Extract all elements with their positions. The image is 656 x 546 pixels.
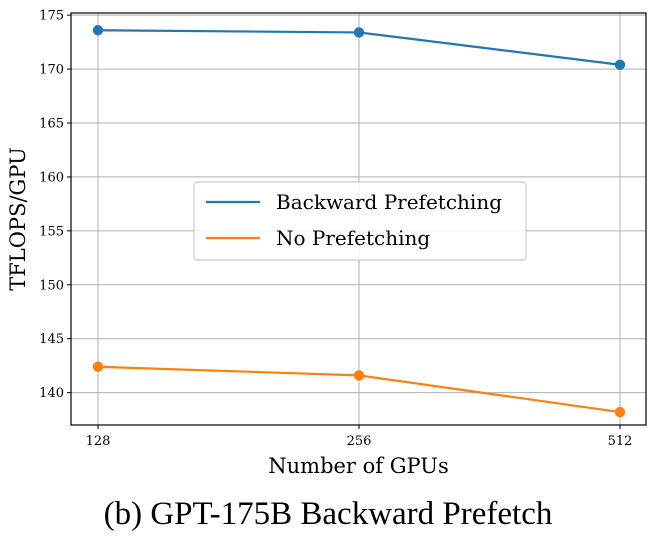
- y-tick-label-140: 140: [39, 386, 64, 401]
- point-backward-prefetching-256: [353, 27, 365, 38]
- y-tick-label-165: 165: [39, 117, 64, 132]
- series-layer: [92, 25, 626, 418]
- point-no-prefetching-512: [614, 406, 626, 418]
- tick-layer: 140 145 150 155 160 165 170 175 128 256 512: [39, 9, 632, 449]
- x-tick-label-256: 256: [347, 434, 372, 449]
- y-tick-label-175: 175: [39, 9, 64, 24]
- x-axis-label: Number of GPUs: [268, 454, 449, 478]
- legend-label-backward-prefetching: Backward Prefetching: [276, 190, 502, 214]
- point-no-prefetching-256: [353, 370, 365, 381]
- y-tick-label-155: 155: [39, 224, 64, 239]
- y-tick-label-170: 170: [39, 63, 64, 78]
- legend-box: [193, 181, 527, 261]
- legend-label-no-prefetching: No Prefetching: [276, 226, 430, 250]
- y-tick-label-145: 145: [39, 332, 64, 347]
- y-axis-label: TFLOPS/GPU: [6, 147, 30, 291]
- x-tick-label-128: 128: [86, 434, 111, 449]
- point-backward-prefetching-128: [92, 25, 104, 36]
- y-tick-label-160: 160: [39, 170, 64, 185]
- line-chart: 140 145 150 155 160 165 170 175 128 256 512 Number…: [6, 9, 647, 478]
- y-tick-label-150: 150: [39, 278, 64, 293]
- figure-caption: (b) GPT-175B Backward Prefetch: [103, 496, 553, 532]
- point-no-prefetching-128: [92, 361, 104, 372]
- legend: Backward Prefetching No Prefetching: [193, 181, 527, 261]
- point-backward-prefetching-512: [614, 59, 626, 70]
- x-tick-label-512: 512: [608, 434, 633, 449]
- grid-layer: [71, 13, 646, 425]
